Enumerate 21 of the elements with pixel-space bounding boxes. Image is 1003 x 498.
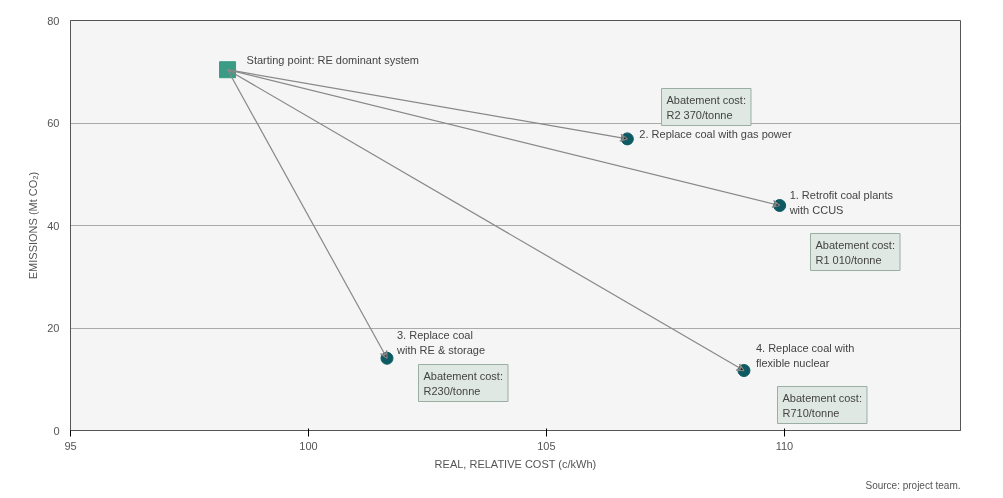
y-tick-label: 60 [47, 117, 60, 129]
annotation: 3. Replace coal with RE & storage [396, 329, 486, 357]
x-tick-label: 105 [537, 439, 556, 452]
y-tick-label: 0 [53, 424, 60, 437]
annotation: Abatement cost: R710/tonne [782, 391, 862, 419]
source-note: Source: project team. [865, 479, 961, 491]
annotation: Abatement cost: R1 010/tonne [815, 238, 895, 266]
x-axis-title: REAL, RELATIVE COST (c/kWh) [434, 457, 597, 470]
y-tick-label: 20 [47, 322, 60, 334]
x-tick-label: 110 [775, 439, 794, 452]
annotation: Abatement cost: R230/tonne [423, 369, 503, 397]
annotation: 1. Retrofit coal plants with CCUS [788, 188, 894, 216]
annotation: Abatement cost: R2 370/tonne [666, 93, 746, 121]
annotation: 2. Replace coal with gas power [639, 127, 792, 140]
y-tick-label: 80 [47, 14, 60, 27]
x-tick-label: 95 [64, 439, 77, 452]
y-tick-label: 40 [47, 219, 60, 232]
y-axis-title: EMISSIONS (Mt CO₂) [27, 171, 40, 280]
x-tick-label: 100 [299, 439, 318, 452]
annotation: Starting point: RE dominant system [246, 53, 419, 66]
annotation: 4. Replace coal with flexible nuclear [755, 341, 855, 369]
